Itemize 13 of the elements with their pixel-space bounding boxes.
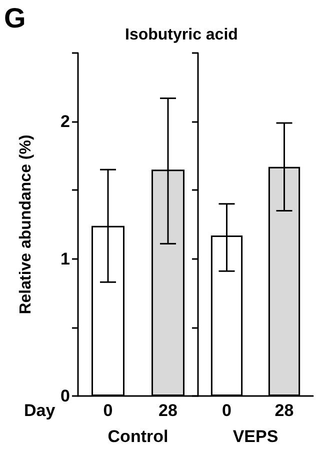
text: G [4,2,26,34]
x-tick-label: 28 [274,401,294,420]
y-tick-label: 0 [60,386,70,406]
y-tick-label: 1 [60,249,70,268]
x-tick-label: 0 [103,401,113,420]
x-tick-label: 28 [158,401,178,420]
y-tick-label: 2 [60,112,70,132]
text: Day [24,401,56,420]
chart-title: Isobutyric acid [125,26,238,44]
y-axis-title: Relative abundance (%) [18,134,34,314]
x-axis-title: Control [108,427,168,446]
x-tick-label: 0 [222,401,232,420]
x-axis-title: VEPS [232,427,278,446]
